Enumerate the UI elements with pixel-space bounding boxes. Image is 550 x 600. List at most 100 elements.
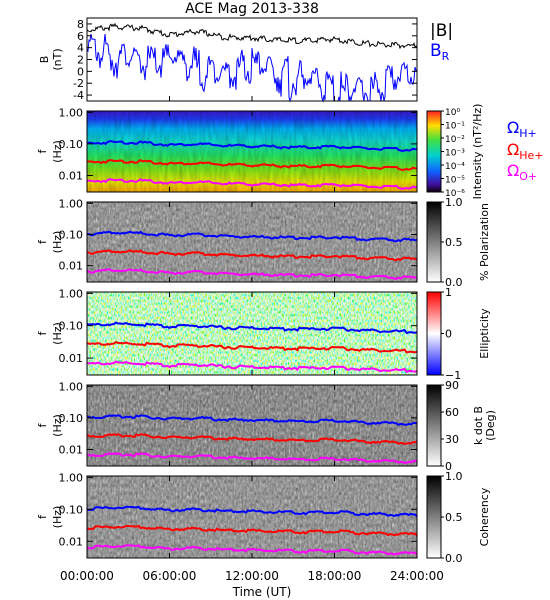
gyrofrequency-O-line <box>86 178 418 190</box>
colorbar-tick-label: 60 <box>445 406 459 419</box>
power-spectrum-colorbar <box>426 110 442 193</box>
power-spectrum-texture <box>87 111 417 192</box>
legend-b-r: BR <box>430 41 450 63</box>
power-spectrum-panel: 1.00 0.10 0.01 f (Hz) 10⁰ 10⁻¹ 10⁻² 10⁻³ 10⁻⁴ 10⁻⁵… <box>36 104 484 200</box>
legend-b-magnitude: |B| <box>430 21 453 41</box>
y-axis-label: f <box>36 148 49 153</box>
y-tick-label: 0.01 <box>59 352 84 365</box>
x-tick-label: 00:00:00 <box>60 569 114 583</box>
y-axis-label: f <box>36 330 49 335</box>
gyrofrequency-He-line <box>86 159 418 172</box>
gyrofrequency-H-line <box>86 230 418 243</box>
colorbar-tick-label: 1 <box>445 286 452 299</box>
ellipticity-texture <box>87 292 417 375</box>
gyrofrequency-He-line <box>86 524 418 537</box>
gyrofrequency-O-line <box>86 544 418 556</box>
gyrofrequency-O-line <box>86 452 418 464</box>
colorbar-tick-label: 90 <box>445 379 459 392</box>
y-tick-label: 6 <box>77 30 84 43</box>
colorbar-tick-label: 0 <box>445 328 452 341</box>
polarization-texture <box>87 202 417 282</box>
gyrofrequency-He-line <box>86 340 418 354</box>
colorbar-label: (Deg) <box>484 410 497 441</box>
colorbar-tick-label: 0.5 <box>445 236 463 249</box>
gyrofrequency-H-line <box>86 414 418 426</box>
gyrofrequency-He-line <box>86 249 418 262</box>
colorbar-tick-label: 10⁻⁶ <box>445 189 465 199</box>
y-axis-label: B <box>38 56 51 64</box>
ellipticity-colorbar <box>426 291 442 376</box>
y-tick-label: 0.10 <box>59 138 84 151</box>
y-axis-label: f <box>36 422 49 427</box>
k-dot-b-panel: 1.00 0.10 0.01 f (Hz) 90 60 30 0 k dot B (Deg) <box>36 379 497 473</box>
gyrofrequency-H-line <box>86 505 418 518</box>
legend-omega-O: ΩO+ <box>507 161 537 183</box>
ellipticity-panel: 1.00 0.10 0.01 f (Hz) 1 0 −1 Ellipticity <box>36 286 491 382</box>
y-tick-label: 0.01 <box>59 443 84 456</box>
colorbar-label: % Polarization <box>478 203 491 281</box>
polarization-panel: 1.00 0.10 0.01 f (Hz) 1.0 0.5 0.0 % Polarization <box>36 196 491 289</box>
y-tick-label: 0.10 <box>59 228 84 241</box>
coherency-texture <box>87 476 417 558</box>
y-tick-label: 0.01 <box>59 260 84 273</box>
y-tick-label: 0 <box>77 65 84 78</box>
gyrofrequency-He-line <box>86 433 418 445</box>
legend-omega-He: ΩHe+ <box>507 140 544 162</box>
colorbar-tick-label: 10⁻¹ <box>445 122 465 132</box>
coherency-colorbar <box>426 475 442 559</box>
y-axis-unit: (Hz) <box>51 506 64 529</box>
colorbar-label: Ellipticity <box>478 308 491 359</box>
y-tick-label: 2 <box>77 54 84 67</box>
colorbar-tick-label: 10⁻⁴ <box>445 162 465 172</box>
x-tick-label: 12:00:00 <box>225 569 279 583</box>
colorbar-tick-label: −1 <box>445 369 461 382</box>
y-axis-unit: (Hz) <box>51 414 64 437</box>
y-axis-label: f <box>36 514 49 519</box>
colorbar-tick-label: 0.0 <box>445 552 463 565</box>
y-axis-unit: (nT) <box>51 48 64 70</box>
colorbar-label: Intensity (nT²/Hz) <box>471 104 484 200</box>
colorbar-tick-label: 10⁰ <box>445 108 460 118</box>
x-axis-label: Time (UT) <box>232 585 292 599</box>
colorbar-tick-label: 1.0 <box>445 196 463 209</box>
y-tick-label: 4 <box>77 42 84 55</box>
y-tick-label: 0.01 <box>59 535 84 548</box>
colorbar-tick-label: 30 <box>445 433 459 446</box>
colorbar-tick-label: 0.5 <box>445 511 463 524</box>
gyrofrequency-O-line <box>86 268 418 280</box>
y-axis-label: f <box>36 239 49 244</box>
y-tick-label: 0.10 <box>59 503 84 516</box>
gyrofrequency-H-line <box>86 140 418 153</box>
x-tick-label: 24:00:00 <box>390 569 444 583</box>
y-tick-label: 0.10 <box>59 320 84 333</box>
y-tick-label: 0.10 <box>59 412 84 425</box>
y-tick-label: 0.01 <box>59 169 84 182</box>
y-axis-unit: (Hz) <box>51 322 64 345</box>
y-tick-label: 8 <box>77 18 84 31</box>
y-tick-label: 1.00 <box>59 106 84 119</box>
y-tick-label: 1.00 <box>59 287 84 300</box>
colorbar-tick-label: 1.0 <box>445 470 463 483</box>
y-tick-label: 1.00 <box>59 471 84 484</box>
y-tick-label: 1.00 <box>59 380 84 393</box>
gyrofrequency-H-line <box>86 321 418 335</box>
colorbar-label: Coherency <box>478 487 491 546</box>
series-b-magnitude-line <box>86 22 418 50</box>
y-tick-label: 1.00 <box>59 197 84 210</box>
colorbar-tick-label: 0.0 <box>445 276 463 289</box>
k-dot-b-colorbar <box>426 384 442 467</box>
colorbar-label: k dot B <box>472 406 485 445</box>
colorbar-tick-label: 10⁻⁵ <box>445 176 465 186</box>
y-axis-unit: (Hz) <box>51 231 64 254</box>
x-tick-label: 18:00:00 <box>308 569 362 583</box>
series-b-r-line <box>86 34 418 103</box>
gyrofrequency-O-line <box>86 360 418 374</box>
colorbar-tick-label: 0 <box>445 460 452 473</box>
k-dot-b-texture <box>87 385 417 466</box>
colorbar-tick-label: 10⁻³ <box>445 149 465 159</box>
y-tick-label: -2 <box>73 77 84 90</box>
figure-title: ACE Mag 2013-338 <box>185 1 319 17</box>
y-tick-label: -4 <box>73 89 84 102</box>
